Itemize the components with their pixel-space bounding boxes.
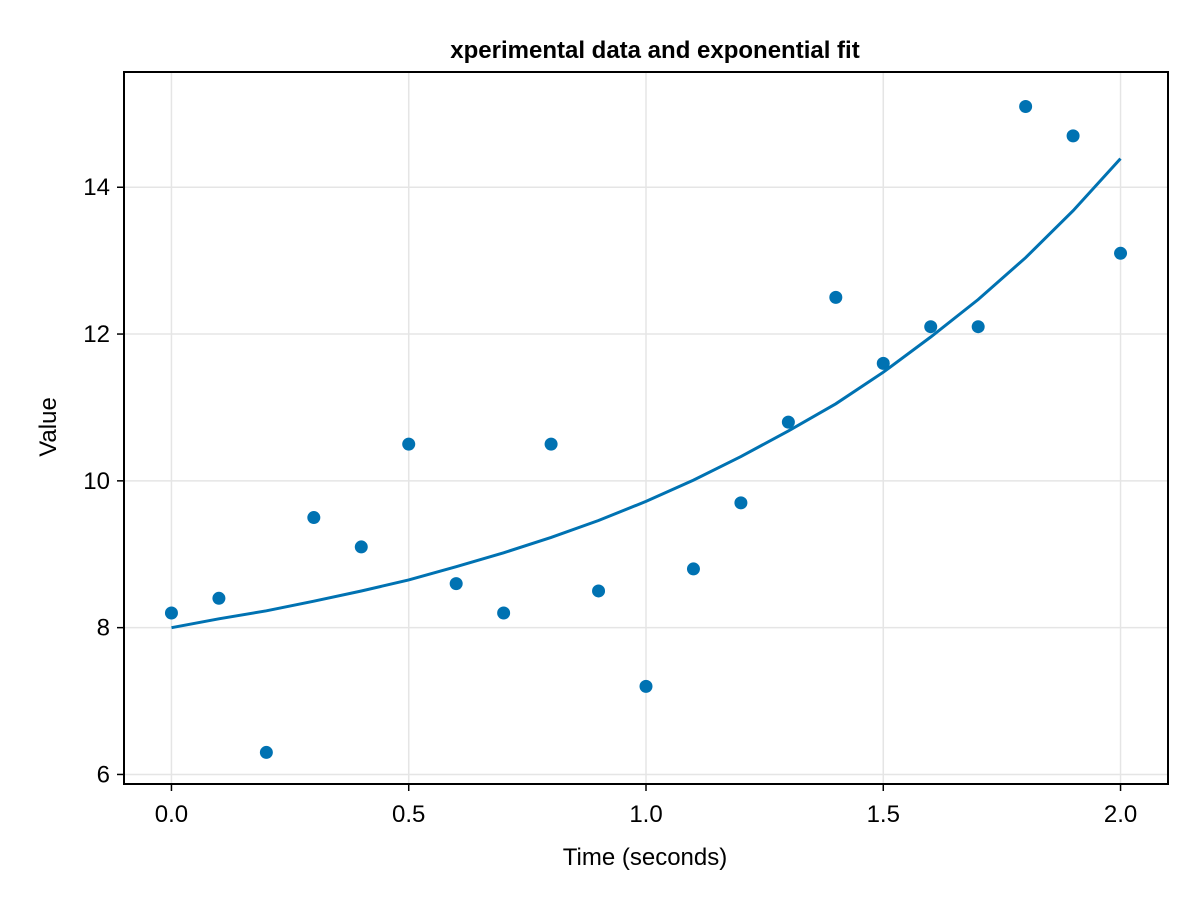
chart-title: xperimental data and exponential fit [450, 37, 859, 64]
data-point [639, 679, 653, 693]
x-axis-label: Time (seconds) [563, 844, 727, 871]
data-point [971, 320, 985, 334]
y-axis-ticks: 6 8 10 12 14 [83, 174, 124, 788]
data-point [497, 606, 511, 620]
data-point [829, 290, 843, 304]
data-point [212, 591, 226, 605]
data-point [449, 577, 463, 591]
y-tick-label: 10 [83, 468, 110, 495]
grid [124, 72, 1168, 784]
y-tick-label: 6 [97, 761, 110, 788]
data-point [164, 606, 178, 620]
data-point [876, 356, 890, 370]
data-point [544, 437, 558, 451]
data-point [686, 562, 700, 576]
y-tick-label: 8 [97, 615, 110, 642]
y-tick-label: 12 [83, 321, 110, 348]
data-point [354, 540, 368, 554]
x-tick-label: 0.0 [155, 801, 188, 828]
data-point [592, 584, 606, 598]
data-point [1066, 129, 1080, 143]
data-point [924, 320, 938, 334]
x-tick-label: 0.5 [392, 801, 425, 828]
fit-line-layer [171, 157, 1122, 630]
data-point [259, 745, 273, 759]
data-point [1019, 99, 1033, 113]
data-points [164, 99, 1128, 759]
data-point [402, 437, 416, 451]
x-tick-label: 1.0 [629, 801, 662, 828]
x-tick-label: 1.5 [867, 801, 900, 828]
y-axis-label: Value [35, 397, 62, 457]
x-axis-ticks: 0.0 0.5 1.0 1.5 2.0 [155, 784, 1137, 828]
y-tick-label: 14 [83, 174, 110, 201]
x-tick-label: 2.0 [1104, 801, 1137, 828]
data-point [734, 496, 748, 510]
data-point [1114, 246, 1128, 260]
data-point [781, 415, 795, 429]
fit-line [171, 157, 1122, 630]
data-point [307, 511, 321, 525]
